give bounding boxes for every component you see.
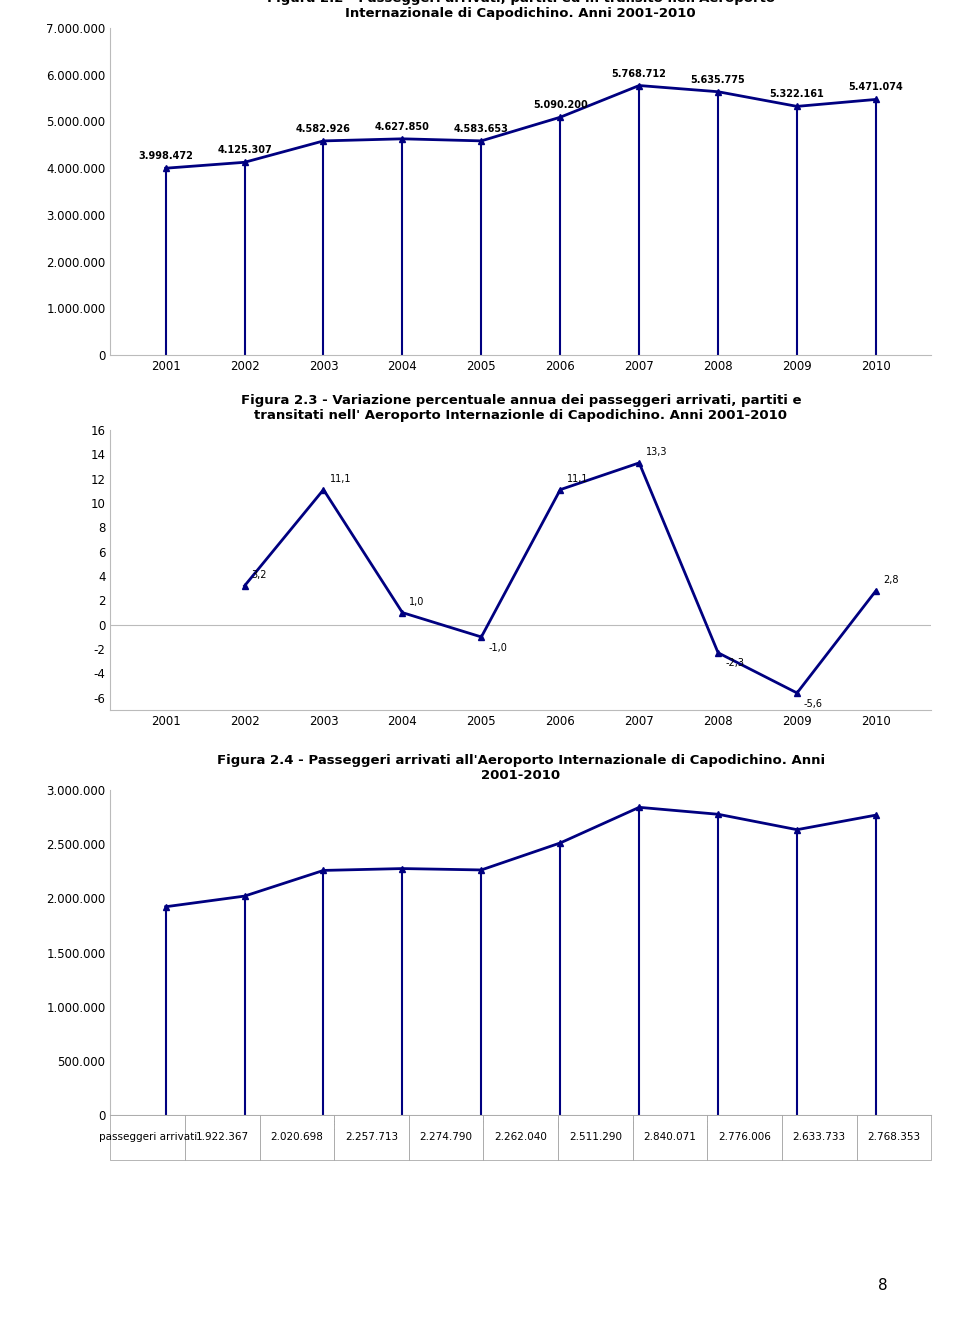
FancyBboxPatch shape: [633, 1115, 708, 1160]
Text: 4.583.653: 4.583.653: [454, 124, 509, 134]
Text: 5.471.074: 5.471.074: [849, 83, 903, 92]
Text: 4.627.850: 4.627.850: [375, 122, 430, 132]
FancyBboxPatch shape: [856, 1115, 931, 1160]
FancyBboxPatch shape: [484, 1115, 558, 1160]
Text: 4.125.307: 4.125.307: [217, 145, 272, 155]
Text: 5.635.775: 5.635.775: [691, 75, 746, 84]
Text: 4.582.926: 4.582.926: [296, 124, 351, 134]
Text: 5.090.200: 5.090.200: [533, 100, 588, 111]
Text: 2.257.713: 2.257.713: [345, 1133, 398, 1143]
Text: 1.922.367: 1.922.367: [196, 1133, 249, 1143]
Text: 1,0: 1,0: [409, 597, 424, 607]
FancyBboxPatch shape: [558, 1115, 633, 1160]
FancyBboxPatch shape: [409, 1115, 484, 1160]
Text: 2,8: 2,8: [883, 576, 899, 585]
Title: Figura 2.4 - Passeggeri arrivati all'Aeroporto Internazionale di Capodichino. An: Figura 2.4 - Passeggeri arrivati all'Aer…: [217, 753, 825, 782]
Text: 11,1: 11,1: [567, 474, 588, 485]
Text: 3.998.472: 3.998.472: [138, 151, 193, 161]
FancyBboxPatch shape: [110, 1115, 185, 1160]
Text: 13,3: 13,3: [646, 448, 667, 457]
Text: 2.776.006: 2.776.006: [718, 1133, 771, 1143]
FancyBboxPatch shape: [782, 1115, 856, 1160]
Text: -2,3: -2,3: [725, 658, 744, 668]
FancyBboxPatch shape: [708, 1115, 782, 1160]
Text: 3,2: 3,2: [252, 570, 267, 581]
Text: 2.633.733: 2.633.733: [793, 1133, 846, 1143]
Title: Figura 2.3 - Variazione percentuale annua dei passeggeri arrivati, partiti e
tra: Figura 2.3 - Variazione percentuale annu…: [241, 394, 801, 421]
FancyBboxPatch shape: [259, 1115, 334, 1160]
Text: 5.768.712: 5.768.712: [612, 68, 666, 79]
Text: 2.262.040: 2.262.040: [494, 1133, 547, 1143]
Text: 2.768.353: 2.768.353: [867, 1133, 921, 1143]
Title: Figura 2.2 - Passeggeri arrivati, partiti ed in transito nell'Aeroporto
Internaz: Figura 2.2 - Passeggeri arrivati, partit…: [267, 0, 775, 20]
Text: 8: 8: [878, 1279, 888, 1293]
Text: -1,0: -1,0: [489, 643, 507, 652]
Text: 2.274.790: 2.274.790: [420, 1133, 472, 1143]
Text: 2.020.698: 2.020.698: [271, 1133, 324, 1143]
Text: 11,1: 11,1: [330, 474, 352, 485]
Text: passeggeri arrivati: passeggeri arrivati: [99, 1133, 197, 1143]
FancyBboxPatch shape: [334, 1115, 409, 1160]
Text: 2.840.071: 2.840.071: [643, 1133, 696, 1143]
FancyBboxPatch shape: [185, 1115, 259, 1160]
Text: -5,6: -5,6: [804, 698, 823, 709]
Text: 2.511.290: 2.511.290: [569, 1133, 622, 1143]
Text: 5.322.161: 5.322.161: [770, 90, 825, 100]
